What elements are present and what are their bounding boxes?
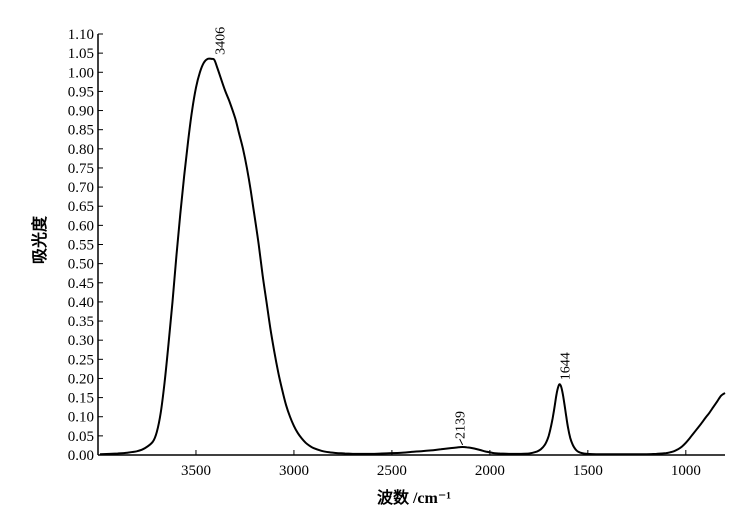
y-tick-label: 0.40: [68, 295, 94, 311]
y-tick-label: 0.30: [68, 333, 94, 349]
x-tick-label: 2500: [377, 463, 407, 479]
y-tick-label: 0.35: [68, 314, 94, 330]
y-tick-label: 0.75: [68, 161, 94, 177]
peak-annotation: 2139: [454, 411, 469, 439]
y-tick-label: 0.15: [68, 391, 94, 407]
peak-annotation: 1644: [559, 352, 574, 380]
x-axis-label: 波数 /cm⁻¹: [377, 488, 451, 507]
x-tick-label: 1500: [573, 463, 603, 479]
y-tick-label: 0.05: [68, 429, 94, 445]
y-tick-label: 1.05: [68, 46, 94, 62]
ticks-group: 0.00 0.05 0.10 0.15 0.20 0.25 0.30 0.35 0.40 0.45…: [68, 27, 701, 479]
annotations-group: 3406 2139 1644: [213, 27, 574, 446]
y-tick-label: 0.95: [68, 84, 94, 100]
y-tick-label: 0.00: [68, 448, 94, 464]
y-tick-label: 0.20: [68, 371, 94, 387]
y-tick-label: 0.55: [68, 238, 94, 254]
y-tick-label: 0.50: [68, 257, 94, 273]
x-tick-label: 3500: [181, 463, 211, 479]
y-tick-label: 0.80: [68, 142, 94, 158]
y-tick-label: 0.85: [68, 123, 94, 139]
y-tick-label: 0.25: [68, 352, 94, 368]
axes-group: [97, 34, 725, 456]
y-tick-label: 0.90: [68, 104, 94, 120]
y-tick-label: 1.00: [68, 65, 94, 81]
x-tick-label: 3000: [279, 463, 309, 479]
x-tick-label: 2000: [475, 463, 505, 479]
y-tick-label: 1.10: [68, 27, 94, 43]
y-tick-label: 0.45: [68, 276, 94, 292]
annotation-leader: [459, 438, 464, 446]
spectrum-line: [99, 57, 726, 456]
y-tick-label: 0.65: [68, 199, 94, 215]
y-tick-label: 0.60: [68, 218, 94, 234]
y-tick-label: 0.70: [68, 180, 94, 196]
y-axis-label: 吸光度: [30, 215, 49, 264]
y-tick-label: 0.10: [68, 410, 94, 426]
peak-annotation: 3406: [213, 27, 228, 55]
x-tick-label: 1000: [671, 463, 701, 479]
series-group: [99, 57, 726, 456]
